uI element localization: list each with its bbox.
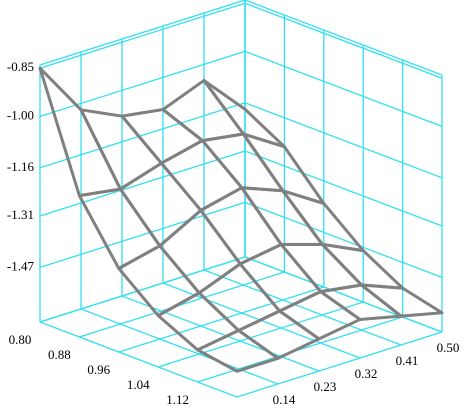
grid-line — [39, 150, 246, 217]
z-tick-label: -0.85 — [7, 59, 34, 74]
x-tick-label: 0.80 — [9, 332, 32, 347]
y-tick-label: 0.41 — [396, 353, 419, 368]
x-tick-label: 1.12 — [166, 392, 189, 407]
grid-line — [244, 201, 443, 278]
surface-cell — [197, 262, 282, 332]
surface-cell — [360, 283, 444, 318]
x-tick-label: 0.96 — [87, 362, 110, 377]
grid-line — [244, 2, 443, 79]
y-tick-label: 0.14 — [273, 392, 296, 407]
y-tick-label: 0.23 — [314, 379, 337, 394]
z-tick-label: -1.16 — [7, 159, 35, 174]
x-tick-label: 1.04 — [127, 377, 150, 392]
grid-line — [197, 316, 403, 383]
grid-line — [121, 295, 320, 372]
grid-line — [80, 308, 279, 385]
z-tick-label: -1.00 — [7, 107, 34, 122]
surface-cell — [79, 108, 163, 191]
x-tick-label: 0.88 — [48, 347, 71, 362]
grid-line — [203, 269, 402, 346]
grid-line — [118, 286, 324, 353]
box-edge — [39, 0, 246, 66]
y-tick-label: 0.50 — [437, 340, 460, 355]
box-edge — [236, 331, 443, 398]
surface-cell — [117, 244, 201, 318]
z-tick-label: -1.47 — [7, 258, 35, 273]
grid-line — [39, 256, 246, 323]
box-edge — [244, 0, 443, 76]
surface-cell — [156, 291, 241, 352]
surface-cell — [237, 309, 321, 360]
z-tick-label: -1.31 — [7, 207, 34, 222]
surface-cell — [161, 78, 245, 143]
surface-cell — [320, 242, 405, 290]
grid-line — [39, 102, 246, 169]
grid-line — [244, 150, 443, 227]
box-edge — [39, 321, 238, 398]
grid-line — [244, 256, 443, 333]
grid-line — [244, 50, 443, 128]
surface-cell — [279, 242, 364, 294]
grid-line — [158, 301, 364, 368]
grid-line — [79, 271, 285, 338]
surface-cell — [196, 328, 280, 373]
grid-line — [39, 201, 246, 269]
grid-line — [244, 102, 443, 179]
surface-cell — [77, 187, 162, 270]
surface-cell — [38, 66, 122, 198]
grid-line — [39, 50, 246, 118]
grid-line — [39, 2, 246, 69]
surface-cell — [120, 108, 204, 165]
y-tick-label: 0.32 — [355, 366, 378, 381]
